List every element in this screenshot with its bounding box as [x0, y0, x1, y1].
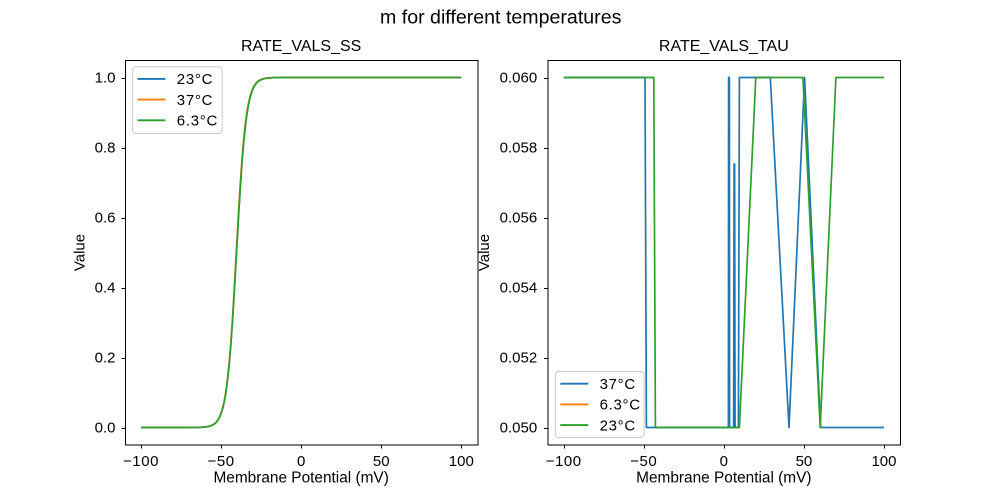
- svg-text:6.3°C: 6.3°C: [600, 397, 641, 414]
- svg-text:37°C: 37°C: [177, 92, 213, 109]
- svg-text:37°C: 37°C: [600, 376, 636, 393]
- svg-text:0.4: 0.4: [95, 280, 116, 297]
- svg-text:0.052: 0.052: [500, 350, 538, 367]
- svg-text:RATE_VALS_TAU: RATE_VALS_TAU: [659, 38, 789, 55]
- svg-text:Value: Value: [72, 234, 89, 271]
- svg-text:0: 0: [297, 453, 305, 470]
- svg-text:0.8: 0.8: [95, 140, 116, 157]
- svg-text:0.054: 0.054: [500, 280, 538, 297]
- svg-text:100: 100: [871, 453, 896, 470]
- svg-text:0.050: 0.050: [500, 420, 538, 437]
- svg-text:1.0: 1.0: [95, 70, 116, 87]
- svg-text:23°C: 23°C: [177, 71, 213, 88]
- svg-text:Membrane Potential (mV): Membrane Potential (mV): [636, 470, 811, 487]
- svg-text:50: 50: [796, 453, 813, 470]
- svg-text:−50: −50: [630, 453, 657, 470]
- svg-text:RATE_VALS_SS: RATE_VALS_SS: [241, 38, 361, 55]
- svg-text:−50: −50: [208, 453, 235, 470]
- svg-text:0.0: 0.0: [95, 420, 116, 437]
- svg-text:−100: −100: [546, 453, 582, 470]
- svg-text:m for different temperatures: m for different temperatures: [380, 7, 622, 29]
- svg-text:Value: Value: [476, 234, 493, 271]
- svg-text:0.058: 0.058: [500, 140, 538, 157]
- svg-text:Membrane Potential (mV): Membrane Potential (mV): [213, 470, 388, 487]
- svg-text:0.060: 0.060: [500, 70, 538, 87]
- svg-text:0.2: 0.2: [95, 350, 116, 367]
- svg-text:23°C: 23°C: [600, 417, 636, 434]
- svg-text:50: 50: [373, 453, 390, 470]
- svg-text:0: 0: [720, 453, 728, 470]
- svg-text:0.6: 0.6: [95, 210, 116, 227]
- svg-text:−100: −100: [123, 453, 159, 470]
- svg-text:6.3°C: 6.3°C: [177, 113, 218, 130]
- svg-text:0.056: 0.056: [500, 210, 538, 227]
- svg-text:100: 100: [449, 453, 474, 470]
